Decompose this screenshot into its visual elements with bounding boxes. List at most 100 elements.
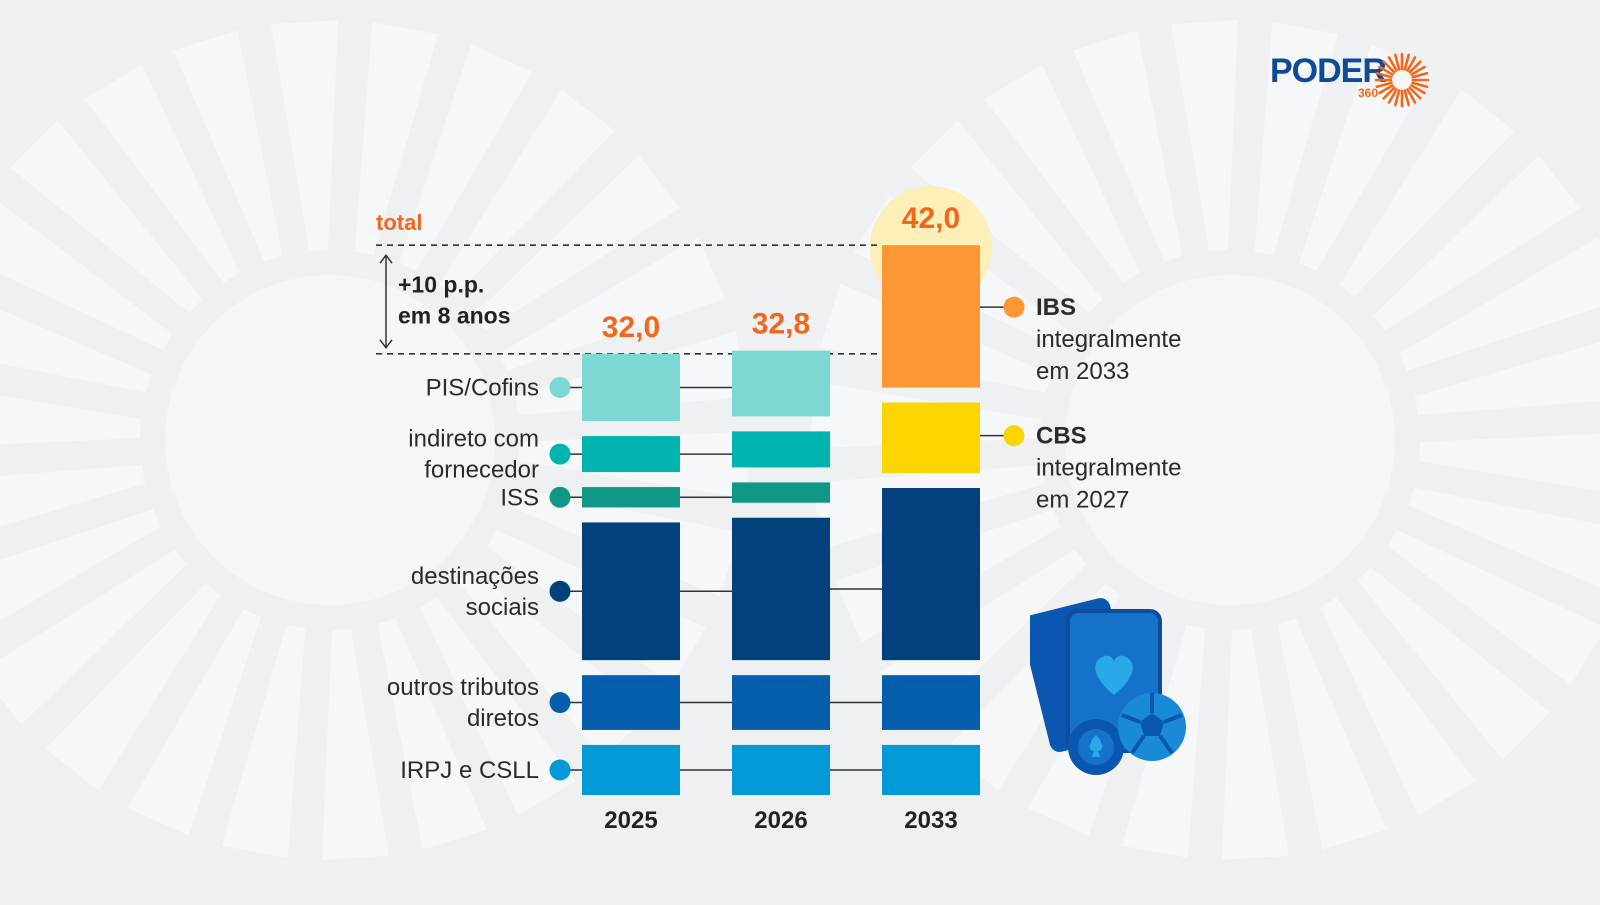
difference-label: em 8 anos (398, 302, 511, 328)
total-value-label: 32,0 (602, 311, 660, 344)
series-label: ISS (500, 484, 539, 511)
background-ray (377, 618, 487, 850)
bar-segment (732, 350, 830, 417)
category-label: 2033 (904, 807, 957, 834)
sun-ray (1403, 89, 1411, 107)
sun-ray (1411, 81, 1429, 89)
legend-dot (1003, 425, 1025, 447)
series-label: diretos (467, 705, 539, 732)
total-label: total (376, 210, 422, 235)
series-label: CBS (1036, 423, 1087, 450)
bar-segment (882, 245, 980, 388)
sun-ray (1410, 65, 1426, 76)
series-label: outros tributos (387, 674, 539, 701)
background-ray (984, 64, 1140, 283)
sun-ray (1393, 53, 1401, 71)
legend-dot (1003, 296, 1025, 318)
background-ray (0, 309, 152, 393)
series-label: fornecedor (424, 457, 539, 484)
sun-icon (1374, 52, 1430, 108)
background-ray (1387, 529, 1600, 686)
series-label: integralmente (1036, 455, 1181, 482)
sun-ray (1393, 89, 1401, 107)
background-ray (1357, 567, 1550, 760)
legend-dot (549, 443, 571, 465)
bar-segment (882, 675, 980, 730)
series-label: indireto com (408, 426, 539, 453)
background-ray (354, 22, 439, 256)
background-ray (84, 64, 240, 283)
cards-and-ball-icon (1030, 598, 1186, 775)
bar-segment (582, 436, 680, 473)
category-label: 2026 (754, 807, 807, 834)
series-label: em 2033 (1036, 358, 1129, 385)
background-ray (399, 44, 533, 271)
background-ray (271, 20, 339, 252)
background-ray (910, 120, 1103, 313)
background-ray (0, 549, 187, 725)
sun-ray (1375, 71, 1393, 79)
series-label: destinações (411, 563, 539, 590)
sun-ray (1403, 53, 1411, 71)
bar-segment (732, 675, 830, 730)
bar-segment (582, 522, 680, 661)
background-ray (1418, 433, 1600, 491)
bar-segment (582, 487, 680, 508)
sun-ray (1382, 60, 1396, 74)
background-ray (1299, 44, 1433, 271)
series-label: sociais (466, 594, 539, 621)
bar-segment (582, 675, 680, 730)
sun-ray (1410, 84, 1426, 95)
background-ray (1221, 628, 1289, 860)
background-ray (1320, 597, 1476, 816)
background-ray (1408, 487, 1600, 588)
background-ray (1373, 155, 1581, 331)
series-label: IRPJ e CSLL (400, 757, 539, 784)
sun-ray (1411, 71, 1429, 79)
legend-dot (549, 376, 571, 398)
background-ray (1171, 20, 1239, 252)
background-ray (499, 237, 726, 371)
legend-dot (549, 580, 571, 602)
sun-ray (1378, 65, 1394, 76)
background-ray (45, 583, 221, 791)
background-ray (1277, 618, 1387, 850)
legend-dot (549, 486, 571, 508)
bar-segment (882, 744, 980, 795)
background-ray (0, 395, 142, 445)
background-ray (1073, 30, 1183, 262)
bar-segment (882, 402, 980, 473)
background-ray (1254, 22, 1339, 256)
difference-label: +10 p.p. (398, 271, 484, 297)
series-label: em 2027 (1036, 487, 1129, 514)
sun-ray (1406, 88, 1417, 104)
sun-ray (1406, 56, 1417, 72)
bar-segment (582, 744, 680, 795)
bar-segment (732, 744, 830, 795)
legend-dot (549, 759, 571, 781)
sun-ray (1375, 81, 1393, 89)
series-label: IBS (1036, 294, 1076, 321)
background-ray (1339, 89, 1515, 297)
background-ray (1414, 341, 1600, 416)
logo-wordmark: PODER (1270, 52, 1387, 90)
sun-ray (1378, 84, 1394, 95)
series-label: integralmente (1036, 326, 1181, 353)
difference-arrow-head-top (379, 253, 393, 264)
bar-segment (882, 487, 980, 661)
difference-arrow-head-bottom (379, 339, 393, 350)
poder360-logo: PODER 360 (1270, 52, 1440, 112)
background-ray (439, 89, 615, 297)
bar-segment (732, 517, 830, 661)
total-value-label: 32,8 (752, 308, 810, 341)
background-ray (0, 203, 173, 351)
background-ray (127, 609, 261, 836)
background-ray (10, 120, 203, 313)
background-ray (173, 30, 283, 262)
background-ray (1399, 237, 1600, 371)
sun-ray (1387, 56, 1398, 72)
series-label: PIS/Cofins (426, 374, 539, 401)
background-ray (0, 509, 161, 621)
